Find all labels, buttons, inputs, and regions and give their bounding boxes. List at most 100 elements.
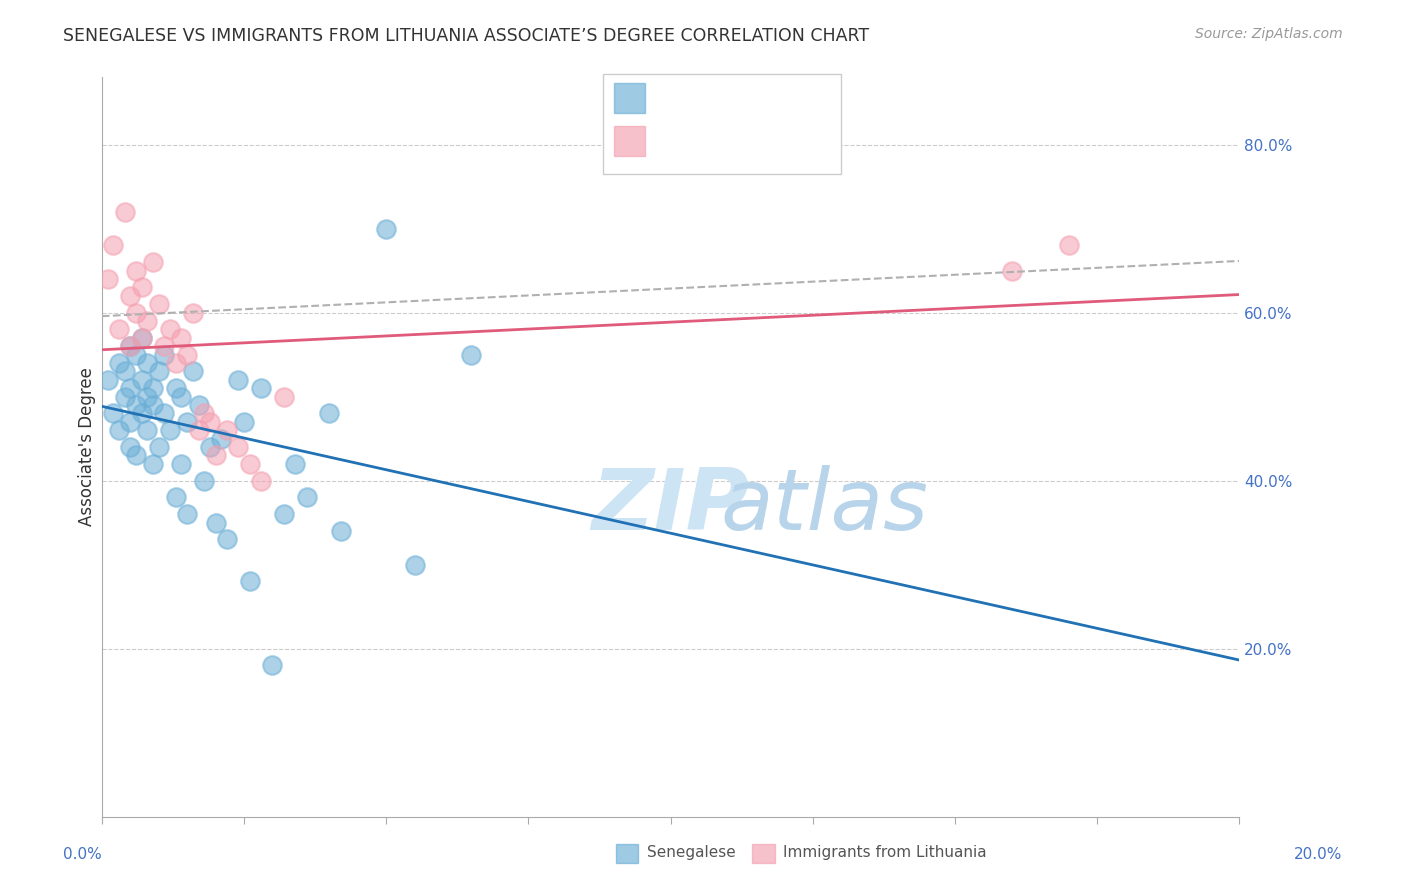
Point	[96, 373, 118, 387]
Point	[239, 457, 262, 471]
Point	[204, 516, 226, 530]
Point	[318, 406, 340, 420]
Point	[114, 390, 136, 404]
Point	[131, 373, 153, 387]
Text: 30: 30	[789, 131, 811, 149]
Text: 0.112: 0.112	[693, 88, 745, 106]
Point	[131, 331, 153, 345]
Point	[295, 491, 318, 505]
Text: N =: N =	[749, 88, 786, 106]
Point	[153, 348, 176, 362]
Point	[187, 423, 209, 437]
Text: N =: N =	[749, 131, 786, 149]
Point	[460, 348, 482, 362]
Point	[142, 381, 165, 395]
Point	[181, 305, 204, 319]
Point	[153, 339, 176, 353]
Point	[96, 272, 118, 286]
Point	[125, 348, 148, 362]
Point	[136, 356, 159, 370]
Point	[131, 406, 153, 420]
Text: Immigrants from Lithuania: Immigrants from Lithuania	[783, 846, 987, 860]
Point	[375, 221, 398, 235]
Point	[108, 423, 131, 437]
Point	[273, 507, 295, 521]
Point	[284, 457, 307, 471]
Point	[125, 263, 148, 277]
Point	[120, 339, 142, 353]
Point	[181, 364, 204, 378]
Point	[120, 339, 142, 353]
Point	[170, 331, 193, 345]
Point	[1001, 263, 1024, 277]
Point	[142, 255, 165, 269]
Point	[273, 390, 295, 404]
Point	[142, 398, 165, 412]
Point	[153, 406, 176, 420]
Point	[176, 507, 198, 521]
Point	[198, 440, 221, 454]
Point	[165, 491, 187, 505]
Text: atlas: atlas	[720, 465, 928, 548]
Point	[170, 390, 193, 404]
Point	[193, 474, 215, 488]
Point	[120, 440, 142, 454]
Point	[148, 364, 170, 378]
Point	[176, 415, 198, 429]
Point	[233, 415, 256, 429]
Point	[142, 457, 165, 471]
Point	[404, 558, 426, 572]
Point	[125, 449, 148, 463]
Point	[226, 440, 249, 454]
Point	[136, 390, 159, 404]
Point	[148, 440, 170, 454]
Text: SENEGALESE VS IMMIGRANTS FROM LITHUANIA ASSOCIATE’S DEGREE CORRELATION CHART: SENEGALESE VS IMMIGRANTS FROM LITHUANIA …	[63, 27, 869, 45]
Point	[1057, 238, 1080, 252]
Point	[239, 574, 262, 589]
Point	[215, 423, 238, 437]
Point	[103, 406, 125, 420]
Text: R =: R =	[654, 131, 690, 149]
Point	[165, 381, 187, 395]
Point	[209, 432, 232, 446]
Point	[193, 406, 215, 420]
Point	[136, 314, 159, 328]
Text: 53: 53	[789, 88, 811, 106]
Text: R =: R =	[654, 88, 690, 106]
Point	[120, 289, 142, 303]
Text: ZIP: ZIP	[592, 465, 749, 548]
Point	[176, 348, 198, 362]
Point	[262, 658, 284, 673]
Point	[131, 331, 153, 345]
Point	[329, 524, 352, 538]
Y-axis label: Associate's Degree: Associate's Degree	[79, 368, 96, 526]
Point	[131, 280, 153, 294]
Text: 20.0%: 20.0%	[1295, 847, 1343, 862]
Point	[108, 322, 131, 336]
Point	[204, 449, 226, 463]
Point	[198, 415, 221, 429]
Point	[215, 533, 238, 547]
Point	[170, 457, 193, 471]
Point	[103, 238, 125, 252]
Point	[125, 305, 148, 319]
Point	[125, 398, 148, 412]
Point	[114, 204, 136, 219]
Point	[148, 297, 170, 311]
Point	[136, 423, 159, 437]
Text: 0.285: 0.285	[693, 131, 745, 149]
Point	[187, 398, 209, 412]
Point	[120, 381, 142, 395]
Point	[120, 415, 142, 429]
Point	[159, 322, 181, 336]
Text: Source: ZipAtlas.com: Source: ZipAtlas.com	[1195, 27, 1343, 41]
Text: 0.0%: 0.0%	[63, 847, 103, 862]
Point	[250, 474, 273, 488]
Text: Senegalese: Senegalese	[647, 846, 735, 860]
Point	[226, 373, 249, 387]
Point	[159, 423, 181, 437]
Point	[250, 381, 273, 395]
Point	[165, 356, 187, 370]
Point	[108, 356, 131, 370]
Point	[114, 364, 136, 378]
